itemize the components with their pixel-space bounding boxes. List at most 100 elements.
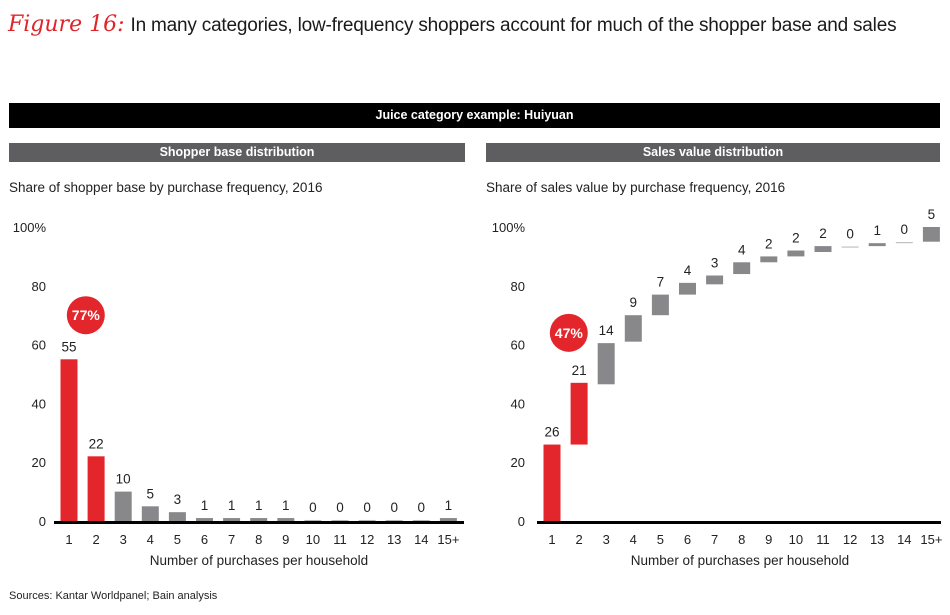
shopper-xtick-label: 3 — [120, 532, 127, 547]
shopper-value-label: 3 — [174, 492, 182, 507]
sales-bar — [868, 243, 886, 247]
sales-value-label: 7 — [657, 275, 665, 290]
sales-xtick-label: 10 — [789, 532, 803, 547]
sales-value-label: 3 — [711, 256, 719, 271]
figure-label: Figure 16: — [8, 12, 125, 37]
sales-value-label: 2 — [765, 236, 773, 251]
sales-xtick-label: 13 — [870, 532, 884, 547]
sales-ytick-label: 20 — [511, 455, 525, 470]
sales-value-label: 1 — [873, 223, 881, 238]
shopper-bar — [277, 518, 295, 521]
sales-xtick-label: 2 — [575, 532, 582, 547]
sales-xtick-label: 15+ — [920, 532, 942, 547]
sales-bar — [922, 227, 940, 242]
chart-subtitle-shopper-base: Share of shopper base by purchase freque… — [9, 180, 323, 195]
sales-value-label: 0 — [846, 227, 854, 242]
category-banner: Juice category example: Huiyuan — [9, 103, 940, 128]
sales-bar — [841, 246, 859, 248]
sales-bar — [733, 262, 751, 275]
sales-xtick-label: 8 — [738, 532, 745, 547]
sales-callout-label: 47% — [555, 325, 584, 341]
shopper-value-label: 55 — [61, 339, 76, 354]
shopper-xtick-label: 11 — [333, 532, 347, 547]
sales-xtick-label: 7 — [711, 532, 718, 547]
shopper-value-label: 1 — [228, 498, 236, 513]
sales-xtick-label: 14 — [897, 532, 911, 547]
shopper-ytick-label: 20 — [32, 455, 46, 470]
figure-title: Figure 16: In many categories, low-freque… — [8, 12, 897, 37]
sales-value-label: 2 — [792, 231, 800, 246]
sales-callout-circle — [549, 313, 588, 352]
shopper-xtick-label: 7 — [228, 532, 235, 547]
shopper-value-label: 1 — [282, 498, 290, 513]
shopper-xtick-label: 13 — [387, 532, 401, 547]
sales-value-label: 4 — [738, 242, 746, 257]
shopper-bar — [87, 456, 105, 521]
sales-value-label: 4 — [684, 263, 692, 278]
panel-title-sales-value: Sales value distribution — [486, 143, 940, 162]
shopper-ytick-label: 100% — [13, 220, 47, 235]
sales-x-axis-label: Number of purchases per household — [631, 553, 849, 568]
sales-ytick-label: 40 — [511, 396, 525, 411]
shopper-xtick-label: 15+ — [437, 532, 459, 547]
sales-xtick-label: 6 — [684, 532, 691, 547]
shopper-xtick-label: 12 — [360, 532, 374, 547]
shopper-bar — [196, 518, 213, 521]
shopper-bar — [250, 518, 268, 521]
sales-bar — [543, 444, 561, 521]
figure-heading: In many categories, low-frequency shoppe… — [130, 15, 897, 36]
sales-value-label: 5 — [928, 207, 936, 222]
shopper-bar — [412, 519, 430, 521]
shopper-ytick-label: 0 — [39, 514, 46, 529]
shopper-xtick-label: 14 — [414, 532, 428, 547]
shopper-bar — [358, 519, 376, 521]
shopper-xtick-label: 4 — [147, 532, 154, 547]
shopper-xtick-label: 6 — [201, 532, 208, 547]
chart-subtitle-sales-value: Share of sales value by purchase frequen… — [486, 180, 786, 195]
sales-xtick-label: 1 — [548, 532, 555, 547]
sales-xtick-label: 5 — [657, 532, 664, 547]
sales-bar — [624, 315, 642, 342]
sales-bar — [597, 343, 615, 385]
shopper-value-label: 1 — [201, 498, 209, 513]
shopper-value-label: 1 — [255, 498, 263, 513]
sales-xtick-label: 11 — [816, 532, 830, 547]
shopper-bar — [385, 519, 403, 521]
shopper-ytick-label: 80 — [32, 279, 46, 294]
shopper-value-label: 22 — [89, 436, 104, 451]
sales-xtick-label: 3 — [603, 532, 610, 547]
sales-ytick-label: 60 — [511, 338, 525, 353]
sources-note: Sources: Kantar Worldpanel; Bain analysi… — [9, 590, 218, 602]
shopper-bar — [60, 359, 78, 521]
sales-bar — [651, 294, 669, 316]
shopper-callout-circle — [66, 296, 105, 335]
sales-value-label: 9 — [630, 295, 638, 310]
sales-bar — [570, 382, 588, 445]
shopper-xtick-label: 2 — [92, 532, 99, 547]
shopper-value-label: 0 — [418, 500, 426, 515]
shopper-bar — [223, 518, 241, 521]
shopper-value-label: 0 — [309, 500, 317, 515]
sales-value-label: 2 — [819, 226, 827, 241]
shopper-x-axis-label: Number of purchases per household — [150, 553, 368, 568]
panel-title-shopper-base: Shopper base distribution — [9, 143, 465, 162]
sales-ytick-label: 100% — [492, 220, 526, 235]
shopper-value-label: 5 — [147, 486, 155, 501]
sales-bar — [679, 282, 696, 295]
shopper-bar — [304, 519, 322, 521]
sales-xtick-label: 4 — [630, 532, 637, 547]
shopper-bar — [439, 518, 457, 521]
sales-bar — [706, 275, 724, 285]
shopper-value-label: 1 — [445, 498, 453, 513]
sales-bar — [787, 250, 805, 257]
sales-ytick-label: 0 — [518, 514, 525, 529]
sales-xtick-label: 9 — [765, 532, 772, 547]
shopper-callout-label: 77% — [72, 307, 101, 323]
shopper-ytick-label: 40 — [32, 396, 46, 411]
shopper-value-label: 0 — [390, 500, 398, 515]
shopper-bar — [114, 491, 132, 521]
shopper-xtick-label: 5 — [174, 532, 181, 547]
shopper-value-label: 10 — [116, 472, 131, 487]
sales-ytick-label: 80 — [511, 279, 525, 294]
